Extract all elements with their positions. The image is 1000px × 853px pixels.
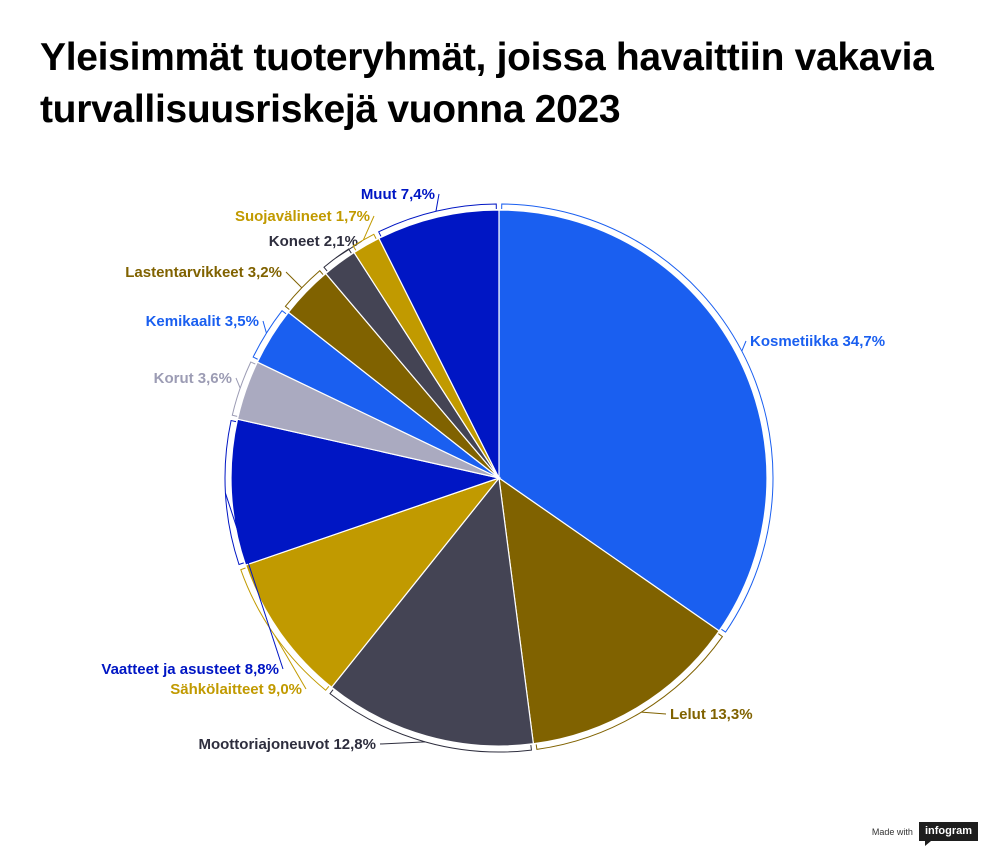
pie-slice-sähkölaitteet[interactable]	[244, 476, 501, 689]
slice-label-lastentarvikkeet: Lastentarvikkeet 3,2%	[125, 264, 282, 281]
infogram-logo: infogram	[918, 822, 978, 846]
leader-bracket-sähkölaitteet	[240, 567, 330, 691]
leader-line-vaatteet-ja-asusteet	[224, 492, 284, 670]
slice-label-muut: Muut 7,4%	[361, 186, 435, 203]
pie-slice-vaatteet-ja-asusteet[interactable]	[230, 418, 502, 566]
leader-line-suojavälineet	[362, 215, 375, 241]
leader-bracket-suojavälineet	[352, 233, 377, 251]
pie-slice-muut[interactable]	[378, 209, 500, 479]
leader-line-muut	[435, 193, 440, 212]
pie-slice-moottoriajoneuvot[interactable]	[330, 476, 535, 747]
leader-bracket-kosmetiikka	[501, 203, 774, 633]
slice-label-moottoriajoneuvot: Moottoriajoneuvot 12,8%	[198, 736, 376, 753]
infogram-credit[interactable]: Made with infogram	[871, 822, 978, 846]
slice-label-korut: Korut 3,6%	[154, 370, 232, 387]
leader-bracket-muut	[378, 203, 497, 237]
leader-line-kemikaalit	[262, 320, 267, 334]
leader-bracket-lelut	[535, 633, 724, 750]
pie-slice-kosmetiikka[interactable]	[498, 209, 768, 632]
made-with-text: Made with	[871, 826, 913, 837]
leader-bracket-moottoriajoneuvot	[329, 689, 532, 753]
leader-bracket-koneet	[323, 248, 352, 272]
leader-line-kosmetiikka	[741, 340, 747, 352]
slice-label-koneet: Koneet 2,1%	[269, 233, 358, 250]
leader-bracket-kemikaalit	[252, 309, 287, 360]
slice-label-sähkölaitteet: Sähkölaitteet 9,0%	[170, 681, 302, 698]
leader-line-moottoriajoneuvot	[379, 741, 426, 745]
chart-title: Yleisimmät tuoteryhmät, joissa havaittii…	[40, 36, 934, 131]
leader-line-lastentarvikkeet	[285, 271, 303, 289]
slice-label-kosmetiikka: Kosmetiikka 34,7%	[750, 333, 885, 350]
leader-line-korut	[235, 377, 241, 389]
leader-line-lelut	[641, 711, 667, 715]
slice-label-vaatteet-ja-asusteet: Vaatteet ja asusteet 8,8%	[101, 661, 279, 678]
slice-label-suojavälineet: Suojavälineet 1,7%	[235, 208, 370, 225]
slice-label-lelut: Lelut 13,3%	[670, 706, 753, 723]
leader-bracket-lastentarvikkeet	[284, 270, 324, 310]
slice-label-kemikaalit: Kemikaalit 3,5%	[146, 313, 259, 330]
pie-slice-lelut[interactable]	[498, 476, 720, 745]
leader-line-sähkölaitteet	[274, 635, 307, 690]
leader-bracket-korut	[231, 361, 256, 417]
